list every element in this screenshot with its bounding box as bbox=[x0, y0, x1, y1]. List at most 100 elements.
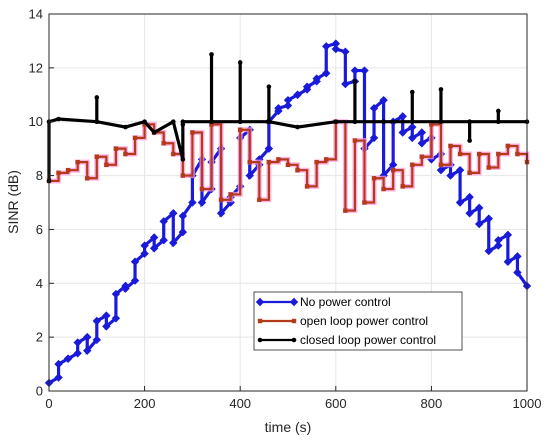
data-point-no-power-control bbox=[474, 219, 484, 229]
data-point-no-power-control bbox=[54, 359, 63, 369]
data-point-closed-loop-power-control bbox=[352, 119, 358, 125]
data-point-no-power-control bbox=[140, 241, 149, 250]
data-point-closed-loop-power-control bbox=[180, 119, 186, 125]
legend-swatch-marker bbox=[255, 297, 265, 307]
data-point-open-loop-power-control bbox=[371, 176, 377, 181]
y-tick-label: 2 bbox=[36, 330, 43, 345]
data-point-no-power-control bbox=[140, 249, 149, 258]
legend-swatch-marker bbox=[257, 318, 263, 324]
data-point-open-loop-power-control bbox=[381, 186, 386, 192]
data-point-open-loop-power-control bbox=[362, 200, 367, 205]
data-point-no-power-control bbox=[83, 332, 92, 342]
data-point-no-power-control bbox=[111, 314, 121, 323]
legend-label: open loop power control bbox=[300, 314, 428, 328]
plot-frame bbox=[48, 13, 528, 392]
data-point-no-power-control bbox=[369, 133, 379, 143]
data-point-open-loop-power-control bbox=[343, 208, 348, 213]
data-point-no-power-control bbox=[513, 252, 522, 261]
data-point-no-power-control bbox=[436, 165, 446, 175]
data-point-no-power-control bbox=[264, 144, 274, 153]
legend-item-open-loop-power-control: open loop power control bbox=[257, 314, 428, 328]
y-tick-label: 10 bbox=[29, 114, 43, 129]
data-point-open-loop-power-control bbox=[515, 151, 520, 157]
data-point-open-loop-power-control bbox=[295, 167, 300, 173]
data-point-open-loop-power-control bbox=[75, 159, 80, 165]
data-point-no-power-control bbox=[302, 82, 312, 91]
data-point-open-loop-power-control bbox=[199, 186, 205, 192]
data-point-closed-loop-power-control bbox=[438, 87, 444, 92]
data-point-open-loop-power-control bbox=[65, 167, 71, 173]
data-point-no-power-control bbox=[360, 66, 369, 75]
data-point-open-loop-power-control bbox=[410, 162, 415, 167]
data-point-closed-loop-power-control bbox=[209, 52, 214, 57]
data-point-closed-loop-power-control bbox=[333, 119, 339, 125]
data-point-no-power-control bbox=[178, 227, 188, 237]
data-point-no-power-control bbox=[398, 112, 407, 121]
data-point-no-power-control bbox=[484, 246, 493, 256]
data-point-open-loop-power-control bbox=[257, 197, 262, 203]
y-tick-label: 4 bbox=[36, 276, 43, 291]
data-point-no-power-control bbox=[417, 139, 427, 148]
data-point-open-loop-power-control bbox=[457, 151, 463, 157]
data-point-open-loop-power-control bbox=[104, 162, 109, 167]
y-tick-label: 12 bbox=[29, 60, 43, 75]
data-point-no-power-control bbox=[455, 198, 465, 207]
data-point-open-loop-power-control bbox=[285, 162, 291, 167]
data-point-no-power-control bbox=[331, 44, 341, 54]
data-point-closed-loop-power-control bbox=[438, 119, 444, 125]
data-point-no-power-control bbox=[245, 171, 254, 180]
data-point-closed-loop-power-control bbox=[295, 124, 300, 130]
data-point-no-power-control bbox=[149, 233, 159, 242]
legend-swatch-marker bbox=[257, 337, 263, 343]
data-point-closed-loop-power-control bbox=[123, 124, 128, 130]
data-point-open-loop-power-control bbox=[85, 176, 90, 181]
data-point-no-power-control bbox=[188, 198, 197, 207]
data-point-no-power-control bbox=[102, 311, 111, 320]
data-point-no-power-control bbox=[92, 316, 102, 326]
legend: No power control open loop power control c… bbox=[253, 291, 463, 351]
legend-swatch-marker bbox=[289, 297, 299, 307]
y-tick-label: 0 bbox=[36, 384, 43, 399]
data-point-open-loop-power-control bbox=[123, 151, 128, 157]
legend-item-no-power-control: No power control bbox=[255, 295, 391, 309]
data-point-no-power-control bbox=[197, 198, 207, 207]
x-tick-label: 200 bbox=[134, 396, 156, 411]
data-point-no-power-control bbox=[283, 101, 293, 110]
data-point-no-power-control bbox=[513, 268, 522, 277]
data-point-open-loop-power-control bbox=[247, 159, 252, 165]
data-point-no-power-control bbox=[408, 133, 417, 143]
data-point-no-power-control bbox=[503, 230, 513, 240]
data-point-no-power-control bbox=[121, 284, 130, 293]
x-tick-label: 0 bbox=[45, 396, 52, 411]
data-point-open-loop-power-control bbox=[486, 165, 491, 170]
data-point-closed-loop-power-control bbox=[496, 108, 501, 114]
data-point-closed-loop-power-control bbox=[142, 119, 147, 125]
legend-swatch-marker bbox=[291, 337, 297, 343]
data-point-no-power-control bbox=[130, 276, 140, 285]
data-point-no-power-control bbox=[159, 217, 168, 226]
data-point-closed-loop-power-control bbox=[180, 157, 186, 162]
data-point-no-power-control bbox=[446, 171, 455, 180]
data-point-open-loop-power-control bbox=[142, 122, 147, 127]
data-point-closed-loop-power-control bbox=[209, 119, 214, 125]
y-axis-label: SINR (dB) bbox=[5, 170, 21, 234]
data-point-open-loop-power-control bbox=[400, 184, 405, 189]
data-point-no-power-control bbox=[455, 165, 465, 175]
data-point-open-loop-power-control bbox=[209, 122, 214, 127]
data-point-no-power-control bbox=[169, 238, 178, 248]
data-point-no-power-control bbox=[293, 90, 302, 99]
data-point-no-power-control bbox=[322, 42, 331, 51]
data-point-open-loop-power-control bbox=[238, 127, 243, 132]
data-point-closed-loop-power-control bbox=[170, 119, 176, 125]
data-point-no-power-control bbox=[111, 289, 121, 299]
data-point-closed-loop-power-control bbox=[467, 119, 472, 125]
data-point-open-loop-power-control bbox=[448, 143, 453, 149]
data-point-no-power-control bbox=[494, 235, 503, 245]
data-point-closed-loop-power-control bbox=[151, 130, 157, 135]
data-point-closed-loop-power-control bbox=[496, 119, 501, 125]
data-point-open-loop-power-control bbox=[390, 167, 396, 173]
data-point-closed-loop-power-control bbox=[409, 89, 415, 95]
data-point-closed-loop-power-control bbox=[409, 119, 415, 125]
series-open-loop-power-control bbox=[46, 119, 530, 214]
